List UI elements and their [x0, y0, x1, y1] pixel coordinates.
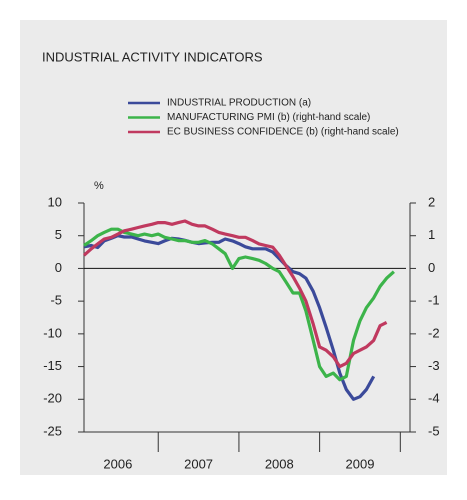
series-line	[83, 227, 395, 382]
x-tick-label: 2008	[265, 456, 294, 471]
x-tick-label: 2009	[346, 456, 375, 471]
y-tick-label: 5	[55, 227, 62, 242]
y-tick-label: -10	[43, 325, 62, 340]
chart-title: INDUSTRIAL ACTIVITY INDICATORS	[42, 49, 263, 64]
y2-tick-label: -2	[428, 325, 440, 340]
legend-label: MANUFACTURING PMI (b) (right-hand scale)	[167, 112, 370, 123]
y2-tick-label: 0	[428, 260, 435, 275]
y2-tick-label: -4	[428, 391, 440, 406]
y-tick-label: -25	[43, 423, 62, 438]
y2-tick-label: -3	[428, 358, 440, 373]
y2-tick-label: 2	[428, 194, 435, 209]
y-tick-label: 0	[55, 260, 62, 275]
y-tick-label: -5	[50, 293, 62, 308]
y2-tick-label: -5	[428, 423, 440, 438]
y-tick-label: 10	[48, 194, 62, 209]
y-tick-label: -20	[43, 391, 62, 406]
series-line	[83, 234, 376, 401]
legend-label: EC BUSINESS CONFIDENCE (b) (right-hand s…	[167, 127, 399, 138]
y-axis-label: %	[94, 180, 104, 192]
x-tick-label: 2006	[103, 456, 132, 471]
legend-label: INDUSTRIAL PRODUCTION (a)	[167, 98, 311, 109]
y2-tick-label: -1	[428, 293, 440, 308]
y2-tick-label: 1	[428, 227, 435, 242]
series-line	[82, 219, 388, 369]
x-tick-label: 2007	[184, 456, 213, 471]
y-tick-label: -15	[43, 358, 62, 373]
